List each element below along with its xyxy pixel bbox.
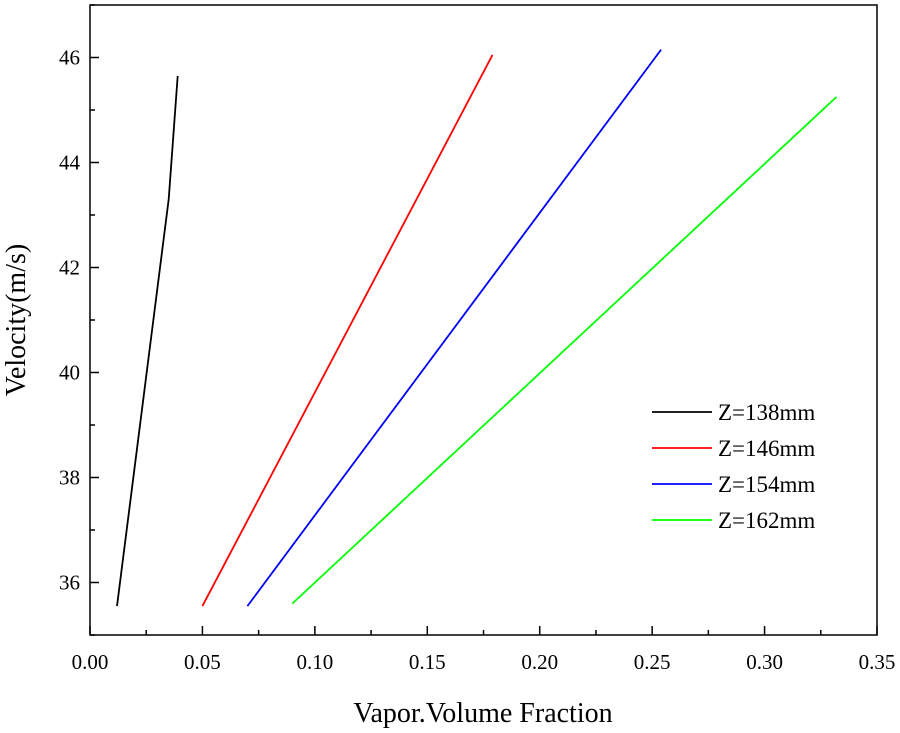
x-axis-title: Vapor.Volume Fraction: [353, 698, 612, 729]
tick-labels: 0.00 0.05 0.10 0.15 0.20 0.25 0.30 0.35 36 38 40 42…: [59, 46, 895, 675]
y-tick-label: 46: [59, 46, 80, 70]
x-tick-label: 0.00: [72, 650, 109, 674]
y-axis-title: Velocity(m/s): [1, 244, 32, 396]
legend-label-3: Z=154mm: [718, 472, 815, 497]
y-tick-label: 44: [59, 151, 81, 175]
legend-label-2: Z=146mm: [718, 436, 815, 461]
x-tick-label: 0.25: [634, 650, 671, 674]
y-tick-label: 40: [59, 361, 80, 385]
series-line-4: [291, 96, 838, 605]
series-lines: [116, 49, 838, 607]
series-line-2: [201, 54, 494, 607]
series-line-3: [246, 49, 662, 607]
axis-ticks: [89, 4, 878, 636]
y-tick-label: 42: [59, 256, 80, 280]
x-tick-label: 0.35: [859, 650, 896, 674]
y-tick-label: 36: [59, 571, 80, 595]
legend: Z=138mm Z=146mm Z=154mm Z=162mm: [652, 400, 815, 533]
x-tick-label: 0.05: [184, 650, 221, 674]
x-tick-label: 0.10: [296, 650, 333, 674]
series-line-1: [116, 75, 179, 607]
plot-frame: [89, 4, 878, 636]
x-tick-label: 0.20: [521, 650, 558, 674]
x-tick-label: 0.30: [746, 650, 783, 674]
legend-label-1: Z=138mm: [718, 400, 815, 425]
legend-label-4: Z=162mm: [718, 508, 815, 533]
y-tick-label: 38: [59, 466, 80, 490]
x-tick-label: 0.15: [409, 650, 446, 674]
